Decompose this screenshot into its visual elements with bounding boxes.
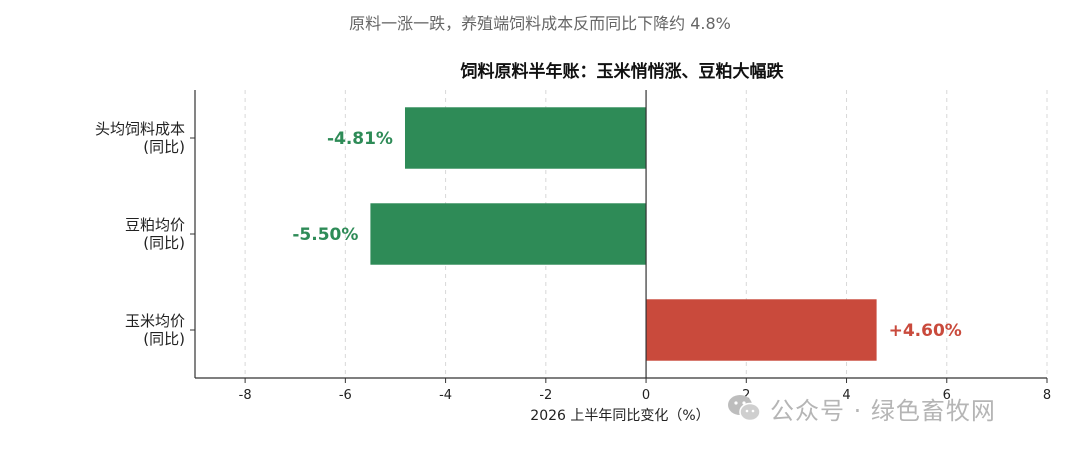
y-tick-label: 玉米均价 [125, 312, 185, 330]
wechat-icon [728, 395, 761, 422]
chart-title: 饲料原料半年账：玉米悄悄涨、豆粕大幅跌 [460, 61, 785, 82]
x-tick-label: 4 [842, 388, 850, 403]
x-tick-label: 2 [742, 388, 750, 403]
bar [404, 107, 647, 169]
x-axis-label: 2026 上半年同比变化（%） [530, 408, 709, 424]
bars [370, 107, 877, 361]
watermark: 公众号 · 绿色畜牧网 [726, 391, 996, 425]
bar [646, 299, 877, 361]
x-tick-label: 6 [943, 388, 951, 403]
x-tick-label: -6 [339, 388, 352, 403]
x-tick-label: 8 [1043, 388, 1051, 403]
x-tick-label: -4 [439, 388, 452, 403]
bar-value-label: -5.50% [292, 225, 358, 245]
y-tick-label: (同比) [143, 234, 185, 252]
axes [190, 90, 1048, 383]
watermark-text: 公众号 · 绿色畜牧网 [770, 396, 996, 425]
y-tick-label: 豆粕均价 [125, 216, 185, 234]
chart-caption: 原料一涨一跌，养殖端饲料成本反而同比下降约 4.8% [349, 14, 731, 33]
bar [370, 203, 647, 265]
labels: -4.81%头均饲料成本(同比)-5.50%豆粕均价(同比)+4.60%玉米均价… [95, 120, 1051, 403]
x-tick-label: -2 [539, 388, 552, 403]
y-tick-label: (同比) [143, 138, 185, 156]
y-tick-label: 头均饲料成本 [95, 120, 185, 138]
bar-value-label: +4.60% [889, 321, 962, 341]
bar-value-label: -4.81% [327, 129, 393, 149]
y-tick-label: (同比) [143, 330, 185, 348]
x-tick-label: 0 [642, 388, 650, 403]
x-tick-label: -8 [239, 388, 252, 403]
